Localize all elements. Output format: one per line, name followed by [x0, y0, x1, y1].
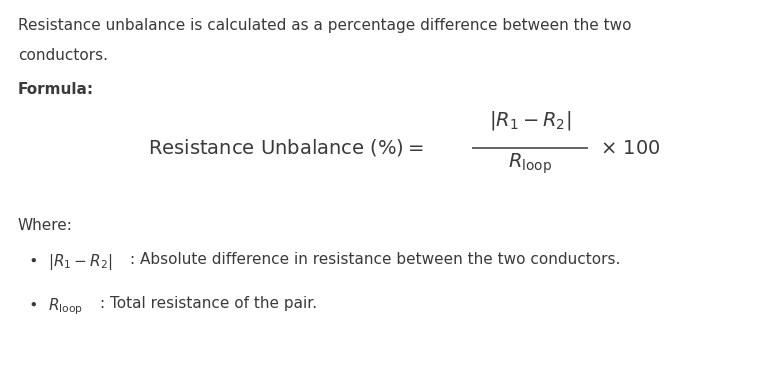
- Text: $\bullet$: $\bullet$: [28, 296, 37, 311]
- Text: : Total resistance of the pair.: : Total resistance of the pair.: [100, 296, 317, 311]
- Text: Resistance Unbalance $(\%) =$: Resistance Unbalance $(\%) =$: [148, 138, 423, 159]
- Text: $R_{\mathrm{loop}}$: $R_{\mathrm{loop}}$: [48, 296, 83, 317]
- Text: Resistance unbalance is calculated as a percentage difference between the two: Resistance unbalance is calculated as a …: [18, 18, 632, 33]
- Text: $|R_1 - R_2|$: $|R_1 - R_2|$: [48, 252, 112, 272]
- Text: : Absolute difference in resistance between the two conductors.: : Absolute difference in resistance betw…: [130, 252, 620, 267]
- Text: $\times\ 100$: $\times\ 100$: [600, 138, 660, 158]
- Text: $|R_1 - R_2|$: $|R_1 - R_2|$: [489, 109, 571, 132]
- Text: Formula:: Formula:: [18, 82, 94, 97]
- Text: Where:: Where:: [18, 218, 73, 233]
- Text: $R_{\mathrm{loop}}$: $R_{\mathrm{loop}}$: [508, 152, 552, 176]
- Text: $\bullet$: $\bullet$: [28, 252, 37, 267]
- Text: conductors.: conductors.: [18, 48, 108, 63]
